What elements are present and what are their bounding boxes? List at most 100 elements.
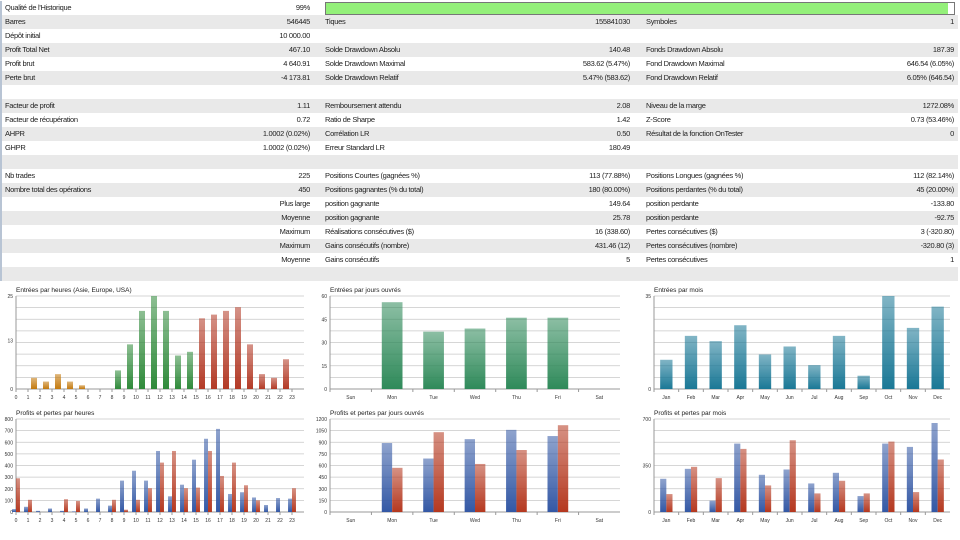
- stat-value: 431.46 (12): [594, 241, 630, 250]
- x-tick-label: 11: [145, 518, 150, 524]
- x-tick-label: Aug: [835, 518, 844, 524]
- stat-value: 1272.08%: [922, 101, 955, 110]
- loss-bar: [516, 450, 527, 512]
- stat-label: Positions perdantes (% du total): [646, 185, 743, 194]
- stat-label: Tiques: [325, 17, 346, 26]
- x-tick-label: 10: [133, 518, 139, 524]
- chart-title: Entrées par jours ouvrés: [330, 287, 402, 294]
- profit-bar: [264, 505, 268, 512]
- bar: [247, 344, 253, 389]
- bar: [139, 310, 145, 389]
- profit-bar: [168, 496, 172, 512]
- stat-value: Moyenne: [281, 213, 310, 222]
- stat-value: 5: [626, 255, 630, 264]
- x-tick-label: Sun: [346, 518, 355, 524]
- stat-value: 25.78: [612, 213, 631, 222]
- bar: [423, 331, 444, 389]
- x-tick-label: Sep: [859, 395, 868, 401]
- loss-bar: [937, 459, 944, 512]
- x-tick-label: 5: [75, 518, 78, 524]
- stat-value: 546445: [286, 17, 311, 26]
- profit-bar: [108, 505, 112, 512]
- bar: [199, 318, 205, 389]
- profit-bar: [84, 508, 88, 512]
- history-quality-value: 99%: [295, 3, 310, 12]
- x-tick-label: 3: [51, 518, 54, 524]
- stat-label: Pertes consécutives: [646, 255, 708, 264]
- profit-bar: [96, 498, 100, 512]
- stat-value: 0.72: [296, 115, 311, 124]
- profit-bar: [132, 470, 136, 512]
- stat-value: 16 (338.60): [594, 227, 630, 236]
- profit-bar: [832, 472, 839, 512]
- y-tick-label: 0: [324, 510, 327, 516]
- x-tick-label: 17: [217, 518, 223, 524]
- x-tick-label: 16: [205, 518, 211, 524]
- x-tick-label: 3: [51, 395, 54, 401]
- report-row: Perte brut -4 173.81 Solde Drawdown Relati…: [2, 71, 958, 85]
- profit-bar: [734, 443, 741, 512]
- y-tick-label: 0: [10, 387, 13, 393]
- bar: [175, 355, 181, 389]
- x-tick-label: 8: [111, 395, 114, 401]
- loss-bar: [220, 475, 224, 512]
- bar: [783, 346, 796, 389]
- loss-bar: [715, 478, 722, 512]
- y-tick-label: 25: [7, 294, 13, 300]
- x-tick-label: Mar: [711, 518, 720, 524]
- loss-bar: [666, 494, 673, 512]
- y-tick-label: 800: [5, 417, 14, 423]
- x-tick-label: 12: [157, 518, 163, 524]
- stat-label: Positions Courtes (gagnées %): [325, 171, 420, 180]
- chart-title: Profits et pertes par mois: [654, 410, 727, 417]
- profit-bar: [240, 492, 244, 512]
- stat-label: Solde Drawdown Maximal: [325, 59, 406, 68]
- stat-label: Fonds Drawdown Absolu: [646, 45, 723, 54]
- profit-bar: [660, 478, 667, 512]
- stat-label: Perte brut: [5, 73, 35, 82]
- bar: [55, 374, 61, 389]
- bar: [906, 327, 920, 389]
- y-tick-label: 0: [648, 387, 651, 393]
- y-tick-label: 600: [5, 440, 14, 446]
- chart-pnl-by-hour: Profits et pertes par heures 0 100 200 300 40…: [2, 406, 312, 530]
- y-tick-label: 35: [645, 294, 651, 300]
- bar: [163, 310, 169, 389]
- report-row: Moyenne Gains consécutifs 5 Pertes consécut…: [2, 253, 958, 267]
- x-tick-label: Tue: [429, 518, 438, 524]
- report-row: AHPR 1.0002 (0.02%) Corrélation LR 0.50 Résu…: [2, 127, 958, 141]
- chart-title: Profits et pertes par heures: [16, 410, 95, 417]
- bar: [127, 344, 133, 389]
- bar: [115, 370, 121, 389]
- report-row: Plus large position gagnante 149.64 positio…: [2, 197, 958, 211]
- bar: [283, 359, 289, 389]
- stat-label: Pertes consécutives (nombre): [646, 241, 738, 250]
- profit-bar: [288, 498, 292, 512]
- loss-bar: [208, 450, 212, 512]
- chart-pnl-by-month: Profits et pertes par mois 0 350 700 Jan Feb M…: [640, 406, 958, 530]
- x-tick-label: 19: [241, 395, 247, 401]
- stat-label: Symboles: [646, 17, 677, 26]
- profit-bar: [72, 511, 76, 512]
- x-tick-label: Jun: [786, 395, 794, 401]
- x-tick-label: Thu: [512, 518, 521, 524]
- stat-label: Dépôt initial: [5, 31, 41, 40]
- profit-bar: [506, 429, 517, 512]
- report-row: Maximum Réalisations consécutives ($) 16 (…: [2, 225, 958, 239]
- bar: [187, 351, 193, 389]
- report-row: Facteur de récupération 0.72 Ratio de Shar…: [2, 113, 958, 127]
- chart-svg: Entrées par jours ouvrés 0 15 30 45 60 Sun Mon T…: [321, 287, 620, 401]
- stat-value: 1: [950, 17, 954, 26]
- bar: [832, 335, 846, 389]
- profit-bar: [808, 483, 815, 512]
- x-tick-label: 15: [193, 395, 199, 401]
- stat-value: 450: [298, 185, 310, 194]
- x-tick-label: 16: [205, 395, 211, 401]
- x-tick-label: Dec: [933, 395, 942, 401]
- stat-label: Niveau de la marge: [646, 101, 706, 110]
- stat-value: 113 (77.88%): [589, 171, 630, 180]
- x-tick-label: Oct: [884, 518, 892, 524]
- stat-value: Maximum: [279, 227, 311, 236]
- stat-value: -320.80 (3): [920, 241, 955, 250]
- loss-bar: [433, 432, 444, 512]
